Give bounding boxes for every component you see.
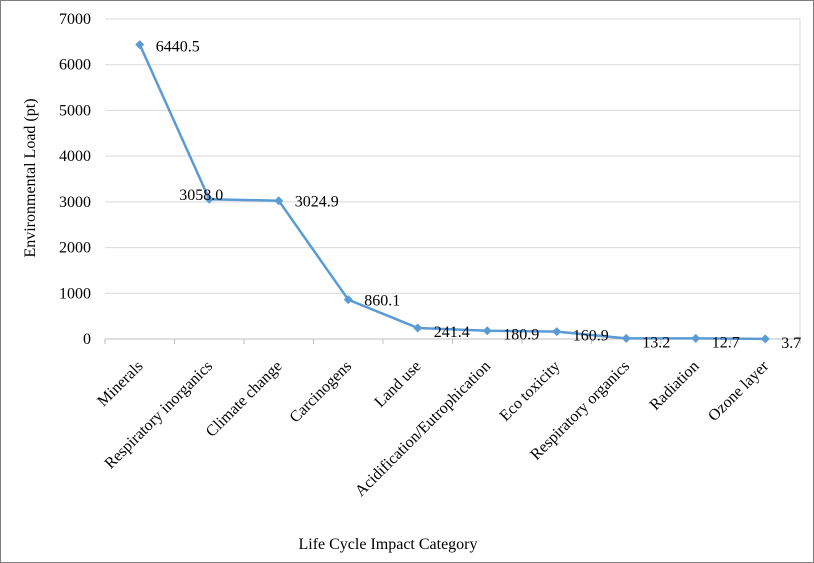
data-point-marker <box>274 196 284 206</box>
x-tick-label: Carcinogens <box>287 358 356 427</box>
x-tick-label: Land use <box>371 358 424 411</box>
data-label: 13.2 <box>642 334 670 351</box>
data-label: 860.1 <box>364 293 400 310</box>
y-tick-label: 7000 <box>59 11 91 28</box>
y-tick-label: 6000 <box>59 57 91 74</box>
data-point-marker <box>204 194 214 204</box>
data-label: 180.9 <box>503 327 539 344</box>
data-point-marker <box>760 334 770 344</box>
x-tick-label: Radiation <box>647 358 703 414</box>
data-label: 3024.9 <box>295 194 339 211</box>
data-point-marker <box>343 295 353 305</box>
x-tick-label: Eco toxicity <box>497 358 564 425</box>
data-point-marker <box>552 327 562 337</box>
series-path <box>138 44 766 341</box>
y-tick-label: 3000 <box>59 194 91 211</box>
y-axis-title: Environmental Load (pt) <box>22 98 39 257</box>
data-point-marker <box>482 326 492 336</box>
x-tick-label: Acidification/Eutrophication <box>352 358 494 500</box>
data-label: 6440.5 <box>156 39 200 56</box>
data-labels: 6440.5 3058.0 3024.9 860.1 241.4 180.9 160.9 13… <box>156 39 802 352</box>
data-label: 241.4 <box>434 324 470 341</box>
data-label: 12.7 <box>712 334 740 351</box>
x-tick-label: Ozone layer <box>705 357 772 424</box>
y-tick-label: 1000 <box>59 285 91 302</box>
data-point-marker <box>621 333 631 343</box>
data-point-marker <box>691 333 701 343</box>
y-axis-ticks: 0 1000 2000 3000 4000 5000 6000 7000 <box>59 11 91 348</box>
series-line <box>135 40 770 344</box>
gridlines <box>105 18 801 340</box>
data-label: 160.9 <box>573 328 609 345</box>
y-tick-label: 0 <box>83 331 91 348</box>
x-axis-title: Life Cycle Impact Category <box>298 536 477 553</box>
data-point-marker <box>413 323 423 333</box>
y-tick-label: 5000 <box>59 102 91 119</box>
data-label: 3.7 <box>781 335 801 352</box>
x-tick-label: Minerals <box>94 358 146 410</box>
y-tick-label: 2000 <box>59 240 91 257</box>
data-point-marker <box>135 40 145 50</box>
data-label: 3058.0 <box>179 187 223 204</box>
y-tick-label: 4000 <box>59 148 91 165</box>
